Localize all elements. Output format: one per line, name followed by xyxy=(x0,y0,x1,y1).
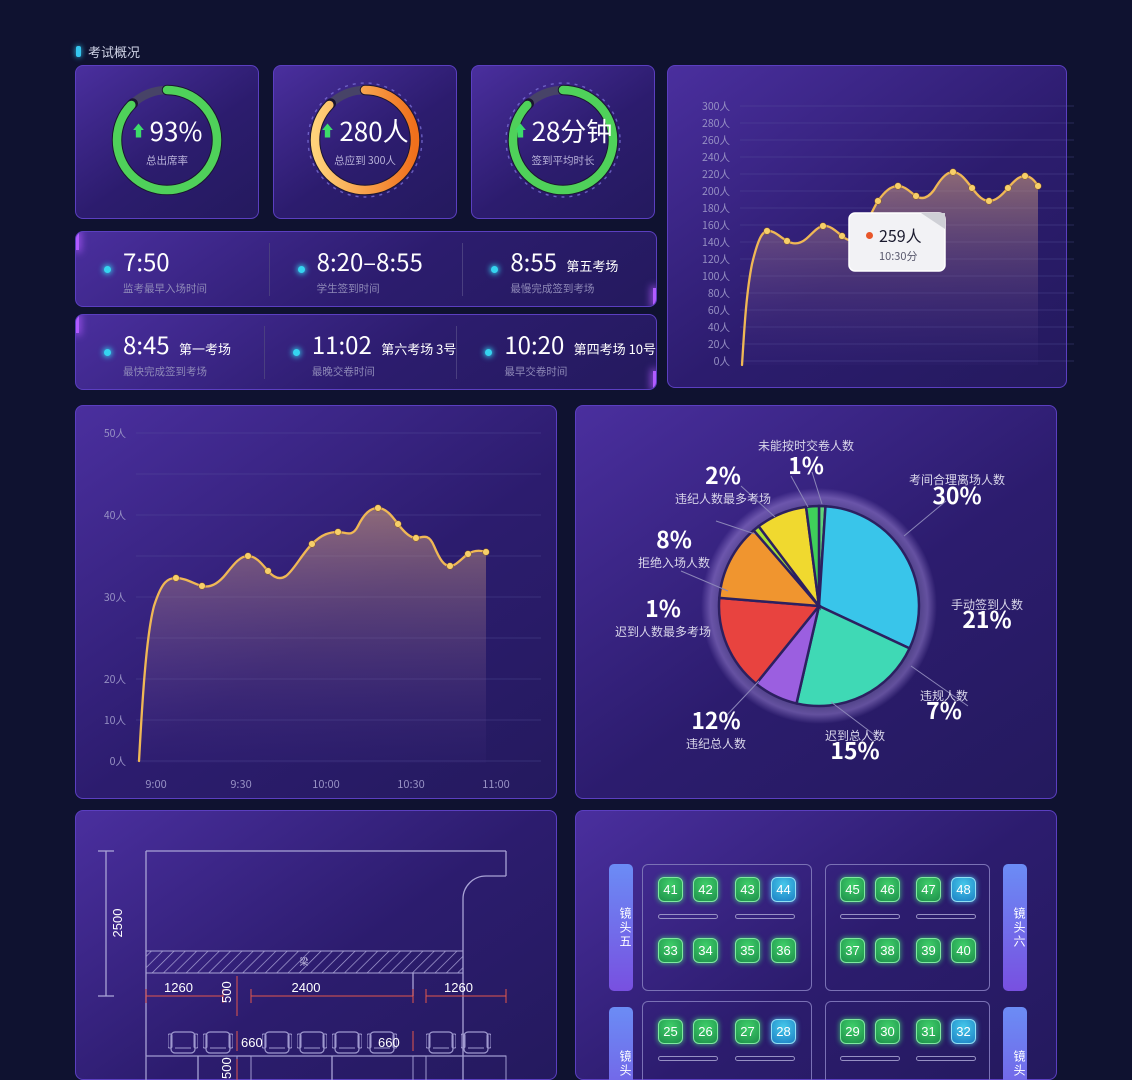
svg-text:9:00: 9:00 xyxy=(145,776,166,792)
svg-text:2500: 2500 xyxy=(110,909,125,938)
svg-text:12%: 12% xyxy=(691,702,740,736)
svg-text:500: 500 xyxy=(219,1057,234,1079)
svg-text:140人: 140人 xyxy=(702,235,730,250)
svg-text:2400: 2400 xyxy=(292,980,321,995)
svg-text:160人: 160人 xyxy=(702,218,730,233)
svg-text:1260: 1260 xyxy=(444,980,473,995)
svg-text:20人: 20人 xyxy=(708,337,731,352)
svg-text:660: 660 xyxy=(378,1035,400,1050)
svg-text:1%: 1% xyxy=(788,447,824,481)
svg-text:迟到人数最多考场: 迟到人数最多考场 xyxy=(615,623,711,640)
svg-text:10人: 10人 xyxy=(104,713,127,728)
svg-text:8%: 8% xyxy=(656,521,692,555)
svg-text:10:30: 10:30 xyxy=(397,776,424,792)
svg-text:30人: 30人 xyxy=(104,590,127,605)
svg-text:0人: 0人 xyxy=(714,354,731,369)
svg-text:240人: 240人 xyxy=(702,150,730,165)
svg-text:280人: 280人 xyxy=(702,116,730,131)
svg-text:20人: 20人 xyxy=(104,672,127,687)
svg-text:15%: 15% xyxy=(830,732,879,766)
svg-text:40人: 40人 xyxy=(708,320,731,335)
svg-text:11:00: 11:00 xyxy=(482,776,509,792)
svg-text:1260: 1260 xyxy=(164,980,193,995)
svg-text:2%: 2% xyxy=(705,457,741,491)
svg-text:1%: 1% xyxy=(645,590,681,624)
svg-text:21%: 21% xyxy=(962,601,1011,635)
svg-text:500: 500 xyxy=(219,981,234,1003)
svg-text:拒绝入场人数: 拒绝入场人数 xyxy=(638,554,710,571)
svg-text:50人: 50人 xyxy=(104,426,127,441)
svg-text:7%: 7% xyxy=(926,692,962,726)
svg-text:60人: 60人 xyxy=(708,303,731,318)
svg-text:180人: 180人 xyxy=(702,201,730,216)
svg-text:0人: 0人 xyxy=(110,754,127,769)
svg-text:660: 660 xyxy=(241,1035,263,1050)
svg-text:80人: 80人 xyxy=(708,286,731,301)
svg-text:220人: 220人 xyxy=(702,167,730,182)
svg-text:30%: 30% xyxy=(932,477,981,511)
svg-text:梁: 梁 xyxy=(299,955,308,968)
svg-text:300人: 300人 xyxy=(702,99,730,114)
svg-text:违纪人数最多考场: 违纪人数最多考场 xyxy=(675,490,771,507)
svg-text:260人: 260人 xyxy=(702,133,730,148)
svg-text:9:30: 9:30 xyxy=(230,776,251,792)
svg-text:违纪总人数: 违纪总人数 xyxy=(686,735,746,752)
svg-text:10:00: 10:00 xyxy=(312,776,339,792)
svg-text:100人: 100人 xyxy=(702,269,730,284)
svg-text:200人: 200人 xyxy=(702,184,730,199)
svg-text:120人: 120人 xyxy=(702,252,730,267)
svg-text:40人: 40人 xyxy=(104,508,127,523)
